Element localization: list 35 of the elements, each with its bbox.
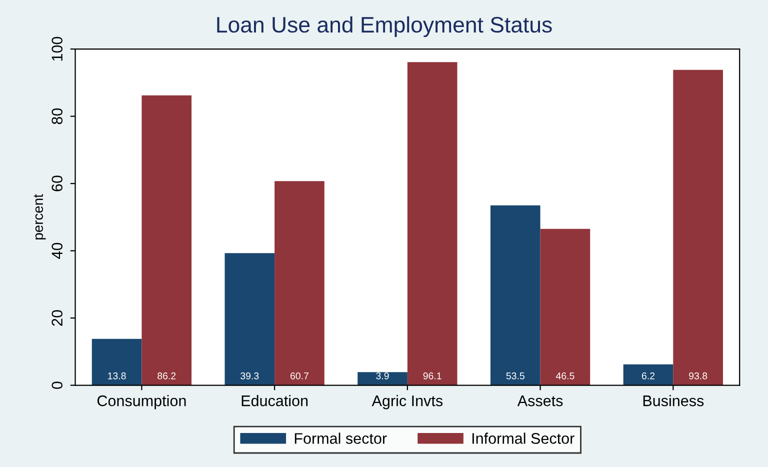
data-label: 60.7 [290,372,308,380]
bar [92,338,142,386]
legend-label: Formal sector [294,432,387,444]
data-label: 13.8 [108,372,126,380]
data-label: 3.9 [376,372,389,380]
data-label: 93.8 [689,372,708,380]
y-tick-label: 100 [52,36,63,61]
bar [540,228,590,386]
bar [623,364,674,386]
bar [224,253,275,386]
bar [407,62,458,386]
y-tick-label: 0 [52,382,63,389]
bar [490,205,540,386]
data-label: 86.2 [158,372,176,380]
x-tick-label: Consumption [97,394,186,410]
data-label: 6.2 [642,372,655,380]
data-label: 53.5 [506,372,524,380]
y-tick-label: 40 [52,242,63,259]
x-tick-label: Assets [517,396,563,406]
data-label: 39.3 [240,372,259,380]
x-tick-label: Business [643,394,704,406]
data-label: 46.5 [556,372,574,380]
y-tick-label: 80 [52,108,63,124]
bar [142,95,192,386]
y-axis-title: percent [34,194,46,240]
y-tick-label: 20 [52,310,63,326]
legend-label: Informal Sector [472,432,574,444]
bar [673,70,723,386]
y-tick-label: 60 [52,176,63,192]
bar [358,372,408,386]
x-tick-label: Agric Invts [372,394,443,410]
x-tick-label: Education [242,394,308,406]
bar [274,181,324,386]
data-label: 96.1 [423,372,442,380]
chart-title: Loan Use and Employment Status [217,16,552,38]
